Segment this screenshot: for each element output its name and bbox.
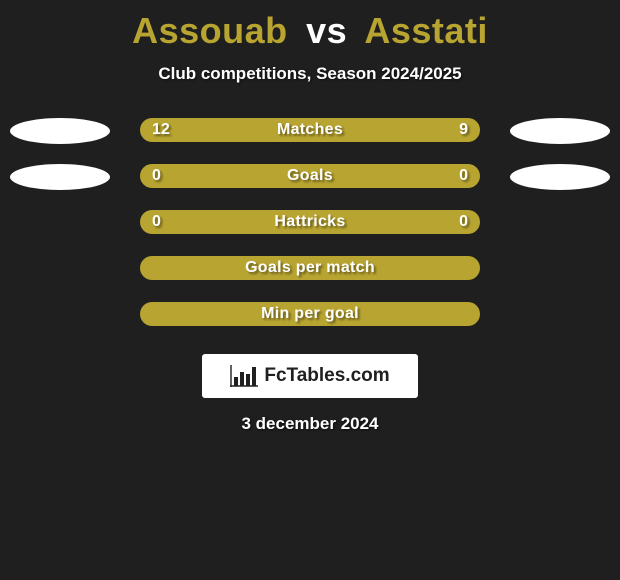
- stat-row: 0 Hattricks 0: [0, 210, 620, 256]
- stat-bar: Goals per match: [140, 256, 480, 280]
- stat-row: Min per goal: [0, 302, 620, 348]
- subtitle: Club competitions, Season 2024/2025: [0, 64, 620, 84]
- stat-row: 0 Goals 0: [0, 164, 620, 210]
- stat-value-left: 0: [152, 213, 161, 231]
- stat-label: Min per goal: [261, 305, 359, 323]
- player2-marker: [510, 164, 610, 190]
- stat-value-right: 9: [459, 121, 468, 139]
- source-logo: FcTables.com: [202, 354, 418, 398]
- stat-label: Goals: [287, 167, 333, 185]
- page-title: Assouab vs Asstati: [0, 0, 620, 52]
- bar-chart-icon: [230, 365, 258, 387]
- stat-label: Matches: [277, 121, 343, 139]
- comparison-card: Assouab vs Asstati Club competitions, Se…: [0, 0, 620, 580]
- stat-row: 12 Matches 9: [0, 118, 620, 164]
- stat-label: Hattricks: [274, 213, 345, 231]
- stat-rows: 12 Matches 9 0 Goals 0 0 Hattricks 0 Goals per ma…: [0, 118, 620, 348]
- stat-label: Goals per match: [245, 259, 375, 277]
- stat-value-right: 0: [459, 213, 468, 231]
- stat-value-right: 0: [459, 167, 468, 185]
- date-text: 3 december 2024: [0, 414, 620, 434]
- stat-bar: 0 Goals 0: [140, 164, 480, 188]
- stat-value-left: 12: [152, 121, 170, 139]
- source-logo-text: FcTables.com: [264, 365, 389, 387]
- player2-marker: [510, 118, 610, 144]
- stat-row: Goals per match: [0, 256, 620, 302]
- player1-marker: [10, 164, 110, 190]
- stat-bar: 0 Hattricks 0: [140, 210, 480, 234]
- player1-marker: [10, 118, 110, 144]
- stat-value-left: 0: [152, 167, 161, 185]
- stat-bar: Min per goal: [140, 302, 480, 326]
- stat-bar: 12 Matches 9: [140, 118, 480, 142]
- title-player1: Assouab: [132, 10, 288, 51]
- title-player2: Asstati: [364, 10, 488, 51]
- title-vs: vs: [306, 10, 347, 51]
